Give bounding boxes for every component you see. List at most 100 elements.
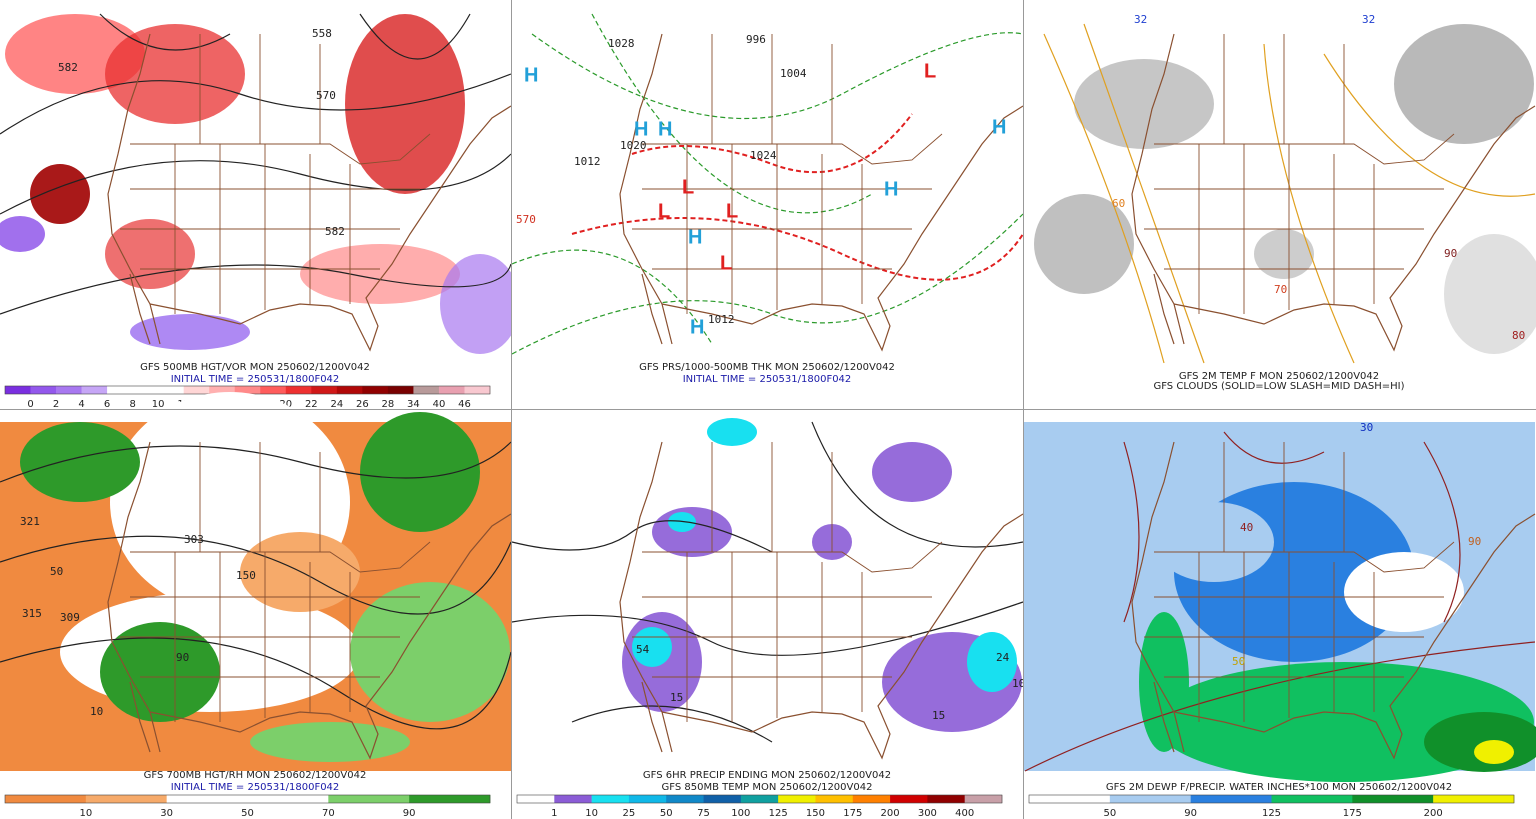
borders [632,34,943,314]
colorbar-segment [336,386,363,394]
colorbar-label: 22 [305,399,318,410]
contour [631,113,913,174]
colorbar-segment [852,795,891,803]
map-label: 80 [1512,329,1525,342]
field-fill [440,254,520,354]
map-label: 40 [1240,521,1253,534]
panel: 582 558 570 582 GFS 500MB HGT/VOR MON 250602… [0,13,520,410]
colorbar-segment [1352,795,1434,803]
caption-line: GFS 2M TEMP F MON 250602/1200V042 [1179,371,1379,382]
field-fill [130,314,250,350]
colorbar-frame [1028,794,1515,804]
field-fill [668,512,696,532]
map-label: 1004 [780,67,807,80]
colorbar-label: 200 [881,808,900,819]
map-label: L [720,252,732,274]
map-label: 15 [932,709,945,722]
map: 32 32 60 70 80 90 [1024,13,1536,364]
map-label: 1020 [620,139,647,152]
map-label: 24 [996,651,1010,664]
map-label: 1024 [750,149,777,162]
map-label: H [524,64,538,86]
colorbar-label: 6 [104,399,110,410]
map-label: L [658,200,670,222]
colorbar-segment [85,795,167,803]
map-label: 70 [1274,283,1287,296]
colorbar-segment [81,386,108,394]
map-label: 996 [746,33,766,46]
colorbar-segment [1271,795,1353,803]
field-fill [967,632,1017,692]
colorbar-segment [517,795,555,803]
colorbar-label: 50 [660,808,673,819]
map-label: L [726,200,738,222]
colorbar-segment [890,795,928,803]
map: 321 315 309 303 50 90 150 10 [0,392,512,771]
colorbar-label: 200 [1424,808,1443,819]
field-fill [20,422,140,502]
colorbar-segment [209,386,236,394]
map-label: H [634,118,648,140]
coastline [107,441,512,760]
colorbar-label: 40 [433,399,446,410]
field-fill [300,244,460,304]
map-label: 90 [1444,247,1457,260]
contour [99,13,231,51]
colorbar-segment [387,386,414,394]
colorbar-segment [591,795,630,803]
map-label: 50 [50,565,63,578]
map-label: 60 [1112,197,1125,210]
map-label: 1028 [608,37,635,50]
field-fill [707,418,757,446]
map-label: 50 [1232,655,1245,668]
colorbar-segment [1029,795,1111,803]
map: 582 558 570 582 [0,13,520,363]
colorbar-segment [132,386,159,394]
colorbar-label: 50 [1103,808,1116,819]
colorbar-segment [1433,795,1515,803]
colorbar-label: 24 [330,399,343,410]
colorbar-segment [30,386,57,394]
field-fill [1139,612,1189,752]
colorbar-frame [4,794,491,804]
colorbar-label: 10 [585,808,598,819]
caption-line: GFS 500MB HGT/VOR MON 250602/1200V042 [140,362,370,373]
colorbar-label: 100 [731,808,750,819]
colorbar-segment [1109,795,1191,803]
colorbar-label: 28 [382,399,395,410]
map-label: 570 [516,213,536,226]
colorbar-label: 90 [1184,808,1197,819]
colorbar-segment [158,386,184,394]
contour [0,535,512,615]
field-fill [1154,502,1274,582]
map-label: H [690,316,704,338]
coastline [1131,441,1536,760]
colorbar-label: 75 [697,808,710,819]
field-fill [0,216,45,252]
borders [1144,34,1455,314]
map-label: 1012 [708,313,735,326]
colorbar-segment [183,386,210,394]
panel: 321 315 309 303 50 90 150 10 GFS 700MB HGT/RH MO… [0,392,512,819]
coastline [619,441,1024,760]
colorbar-segment [234,386,261,394]
contour [1323,53,1536,197]
map-label: H [658,118,672,140]
caption-line: GFS PRS/1000-500MB THK MON 250602/1200V0… [639,362,895,373]
colorbar-segment [964,795,1003,803]
contour [511,213,1024,355]
contour [1423,441,1461,623]
field-fill [652,507,732,557]
colorbar-segment [628,795,667,803]
contour [511,249,713,345]
colorbar-segment [740,795,779,803]
colorbar-segment [703,795,742,803]
contour [0,441,512,483]
contour [811,421,1024,548]
contour [0,73,512,135]
panel: 32 32 60 70 80 90 GFS 2M TEMP F MON 250602/120… [1024,13,1536,392]
contour [1024,641,1536,772]
